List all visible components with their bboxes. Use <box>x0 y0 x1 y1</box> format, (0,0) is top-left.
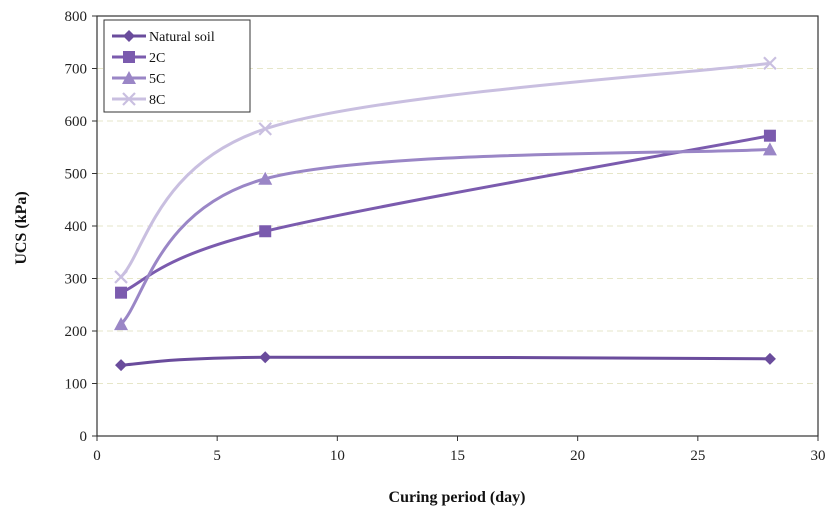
series-line <box>119 147 772 326</box>
x-marker-stroke <box>114 270 128 284</box>
y-tick-label: 600 <box>65 114 88 130</box>
data-point <box>763 352 776 365</box>
x-tick-label: 20 <box>570 448 585 464</box>
x-marker-stroke <box>763 56 777 71</box>
x-marker-stroke <box>258 122 273 136</box>
legend-marker <box>122 71 136 84</box>
series-line <box>119 61 772 279</box>
legend: Natural soil 2C 5C 8C <box>103 19 251 113</box>
legend-label: 5C <box>149 72 165 87</box>
data-point <box>259 351 272 364</box>
series-line <box>119 355 772 367</box>
y-tick-label: 800 <box>65 9 88 25</box>
x-axis-title: Curing period (day) <box>389 489 526 506</box>
y-tick-label: 200 <box>65 324 88 340</box>
y-tick-label: 0 <box>80 429 88 445</box>
legend-label: Natural soil <box>149 30 215 45</box>
data-point <box>114 317 129 331</box>
legend-marker <box>123 30 135 42</box>
data-point <box>258 171 273 185</box>
gridlines <box>97 68 818 384</box>
data-point <box>114 270 128 284</box>
series-3 <box>114 56 777 284</box>
data-point <box>762 142 777 156</box>
x-marker-stroke <box>122 92 136 106</box>
data-point <box>115 359 128 372</box>
data-point <box>259 225 272 238</box>
y-tick-label: 100 <box>65 377 88 393</box>
legend-label: 8C <box>149 93 165 108</box>
series-2 <box>114 142 777 331</box>
legend-entry: 8C <box>112 92 165 108</box>
legend-entry: 2C <box>112 51 165 66</box>
y-tick-label: 400 <box>65 219 88 235</box>
x-tick-label: 10 <box>330 448 345 464</box>
x-tick-label: 15 <box>450 448 465 464</box>
legend-entry: 5C <box>112 71 165 87</box>
data-point <box>763 129 776 142</box>
y-tick-label: 300 <box>65 272 88 288</box>
y-tick-label: 500 <box>65 167 88 183</box>
x-tick-label: 0 <box>93 448 101 464</box>
data-point <box>763 56 777 71</box>
series-0 <box>115 351 776 372</box>
data-point <box>258 122 273 136</box>
y-axis-title: UCS (kPa) <box>13 191 30 264</box>
legend-marker <box>123 51 135 63</box>
x-tick-label: 5 <box>213 448 221 464</box>
series <box>114 56 777 372</box>
y-tick-label: 700 <box>65 62 88 78</box>
x-tick-label: 25 <box>690 448 705 464</box>
axes: 0 100 200 300 400 500 600 700 800 0 5 10 15 20 25 30 <box>65 9 826 464</box>
x-tick-label: 30 <box>811 448 826 464</box>
data-point <box>115 286 128 299</box>
legend-marker <box>122 92 136 106</box>
legend-entry: Natural soil <box>112 30 215 45</box>
legend-label: 2C <box>149 51 165 66</box>
